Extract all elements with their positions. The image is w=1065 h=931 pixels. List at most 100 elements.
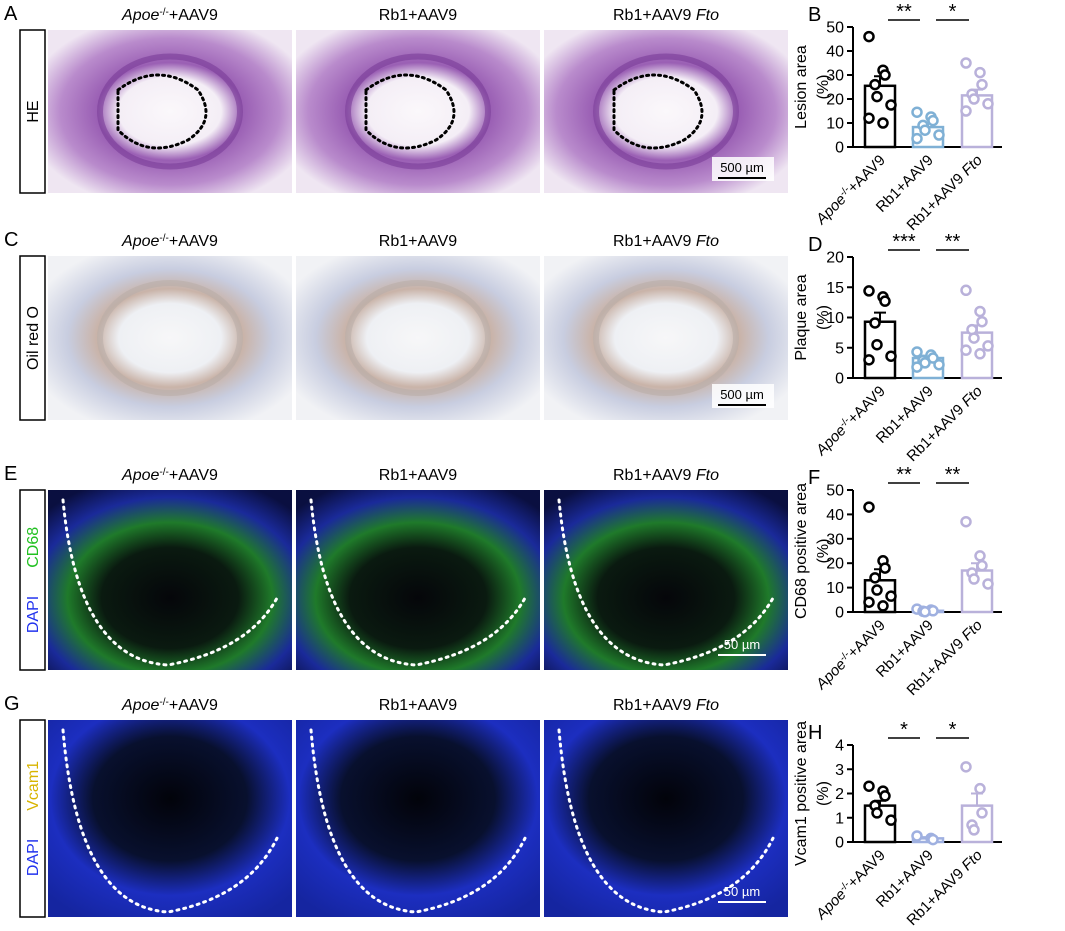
data-point [911, 830, 923, 842]
data-point [877, 600, 889, 612]
data-point [871, 338, 883, 351]
micrograph [296, 490, 540, 670]
text-part: Fto [696, 697, 719, 714]
row-label-box [19, 489, 46, 671]
column-title: Apoe-/-+AAV9 [121, 467, 218, 485]
y-tick-label: 2 [835, 786, 844, 803]
text-part: +AAV9 [169, 467, 218, 484]
data-point [919, 606, 931, 618]
significance-label: * [949, 719, 957, 741]
text-part: Fto [696, 233, 719, 250]
text-part: Apoe [121, 7, 159, 24]
data-point [974, 348, 986, 360]
tissue-ring [593, 53, 739, 170]
text-part: Rb1+AAV9 [613, 467, 696, 484]
data-point [982, 340, 994, 352]
data-point [911, 346, 923, 358]
text-part: Rb1+AAV9 [379, 7, 458, 24]
text-part: +AAV9 [844, 617, 889, 662]
data-point [919, 124, 931, 136]
data-point [911, 132, 923, 145]
data-point [968, 93, 980, 105]
lesion-outline [612, 73, 704, 150]
data-point [960, 515, 972, 528]
data-point [933, 358, 945, 371]
text-part: Rb1+AAV9 [379, 697, 458, 714]
text-part: +AAV9 [169, 697, 218, 714]
panel-letter: G [4, 693, 20, 715]
column-title: Rb1+AAV9 Fto [613, 7, 719, 24]
tissue-ring [345, 53, 491, 170]
micrograph [48, 490, 292, 670]
row-label-part: CD68 [25, 527, 42, 568]
text-part: Rb1+AAV9 [613, 697, 696, 714]
column-title: Apoe-/-+AAV9 [121, 7, 218, 25]
data-point [982, 98, 994, 110]
data-point [863, 501, 875, 513]
x-tick-label: Apoe-/-+AAV9 [812, 846, 889, 923]
data-point [863, 112, 875, 124]
x-tick-label: Apoe-/-+AAV9 [812, 616, 889, 693]
panel-letter: A [4, 3, 18, 25]
data-point [879, 295, 891, 307]
y-tick-label: 15 [826, 280, 844, 297]
data-point [885, 590, 897, 602]
column-title: Apoe-/-+AAV9 [121, 697, 218, 715]
significance-label: * [949, 1, 957, 23]
x-tick-label: Apoe-/-+AAV9 [812, 382, 889, 459]
data-point [968, 332, 980, 344]
x-tick-label: Apoe-/-+AAV9 [812, 151, 889, 228]
significance-label: *** [892, 231, 916, 253]
data-point [968, 573, 980, 585]
column-title: Apoe-/-+AAV9 [121, 233, 218, 251]
y-tick-label: 1 [835, 810, 844, 827]
data-point [863, 780, 875, 792]
micrograph [544, 490, 788, 670]
text-part: +AAV9 [844, 152, 889, 197]
data-point [976, 78, 988, 91]
text-part: Rb1+AAV9 [613, 233, 696, 250]
data-point [976, 315, 988, 328]
significance-label: ** [896, 1, 912, 23]
tissue-ring [593, 280, 739, 396]
text-part: -/- [159, 7, 168, 18]
column-title: Rb1+AAV9 [379, 697, 458, 714]
column-title: Rb1+AAV9 [379, 467, 458, 484]
data-point [974, 550, 986, 562]
y-tick-label: 0 [835, 605, 844, 622]
data-point [863, 30, 875, 43]
text-part: +AAV9 [844, 383, 889, 428]
panel-letter: F [808, 467, 820, 489]
data-point [863, 596, 875, 608]
text-part: -/- [159, 233, 168, 244]
text-part: -/- [159, 697, 168, 708]
text-part: -/- [159, 467, 168, 478]
data-point [869, 317, 881, 329]
data-point [885, 99, 897, 111]
data-point [869, 572, 881, 584]
column-title: Rb1+AAV9 [379, 233, 458, 250]
panel-letter: C [4, 229, 18, 251]
text-part: +AAV9 [169, 233, 218, 250]
data-point [885, 350, 897, 362]
data-point [863, 285, 875, 297]
data-point [869, 78, 881, 91]
tissue-ring [97, 53, 243, 170]
y-tick-label: 50 [826, 483, 844, 500]
data-point [871, 584, 883, 596]
boundary-line [309, 728, 527, 914]
y-tick-label: 20 [826, 92, 844, 109]
data-point [976, 807, 988, 819]
data-point [877, 117, 889, 129]
panel-letter: B [808, 4, 821, 26]
data-point [885, 814, 897, 826]
y-tick-label: 10 [826, 310, 844, 327]
row-label: DAPI Vcam1 [25, 761, 42, 876]
data-point [968, 824, 980, 836]
data-point [871, 90, 883, 103]
boundary-line [557, 498, 775, 667]
tissue-ring [97, 280, 243, 396]
row-label-box [19, 255, 46, 421]
row-label-box [19, 29, 46, 194]
